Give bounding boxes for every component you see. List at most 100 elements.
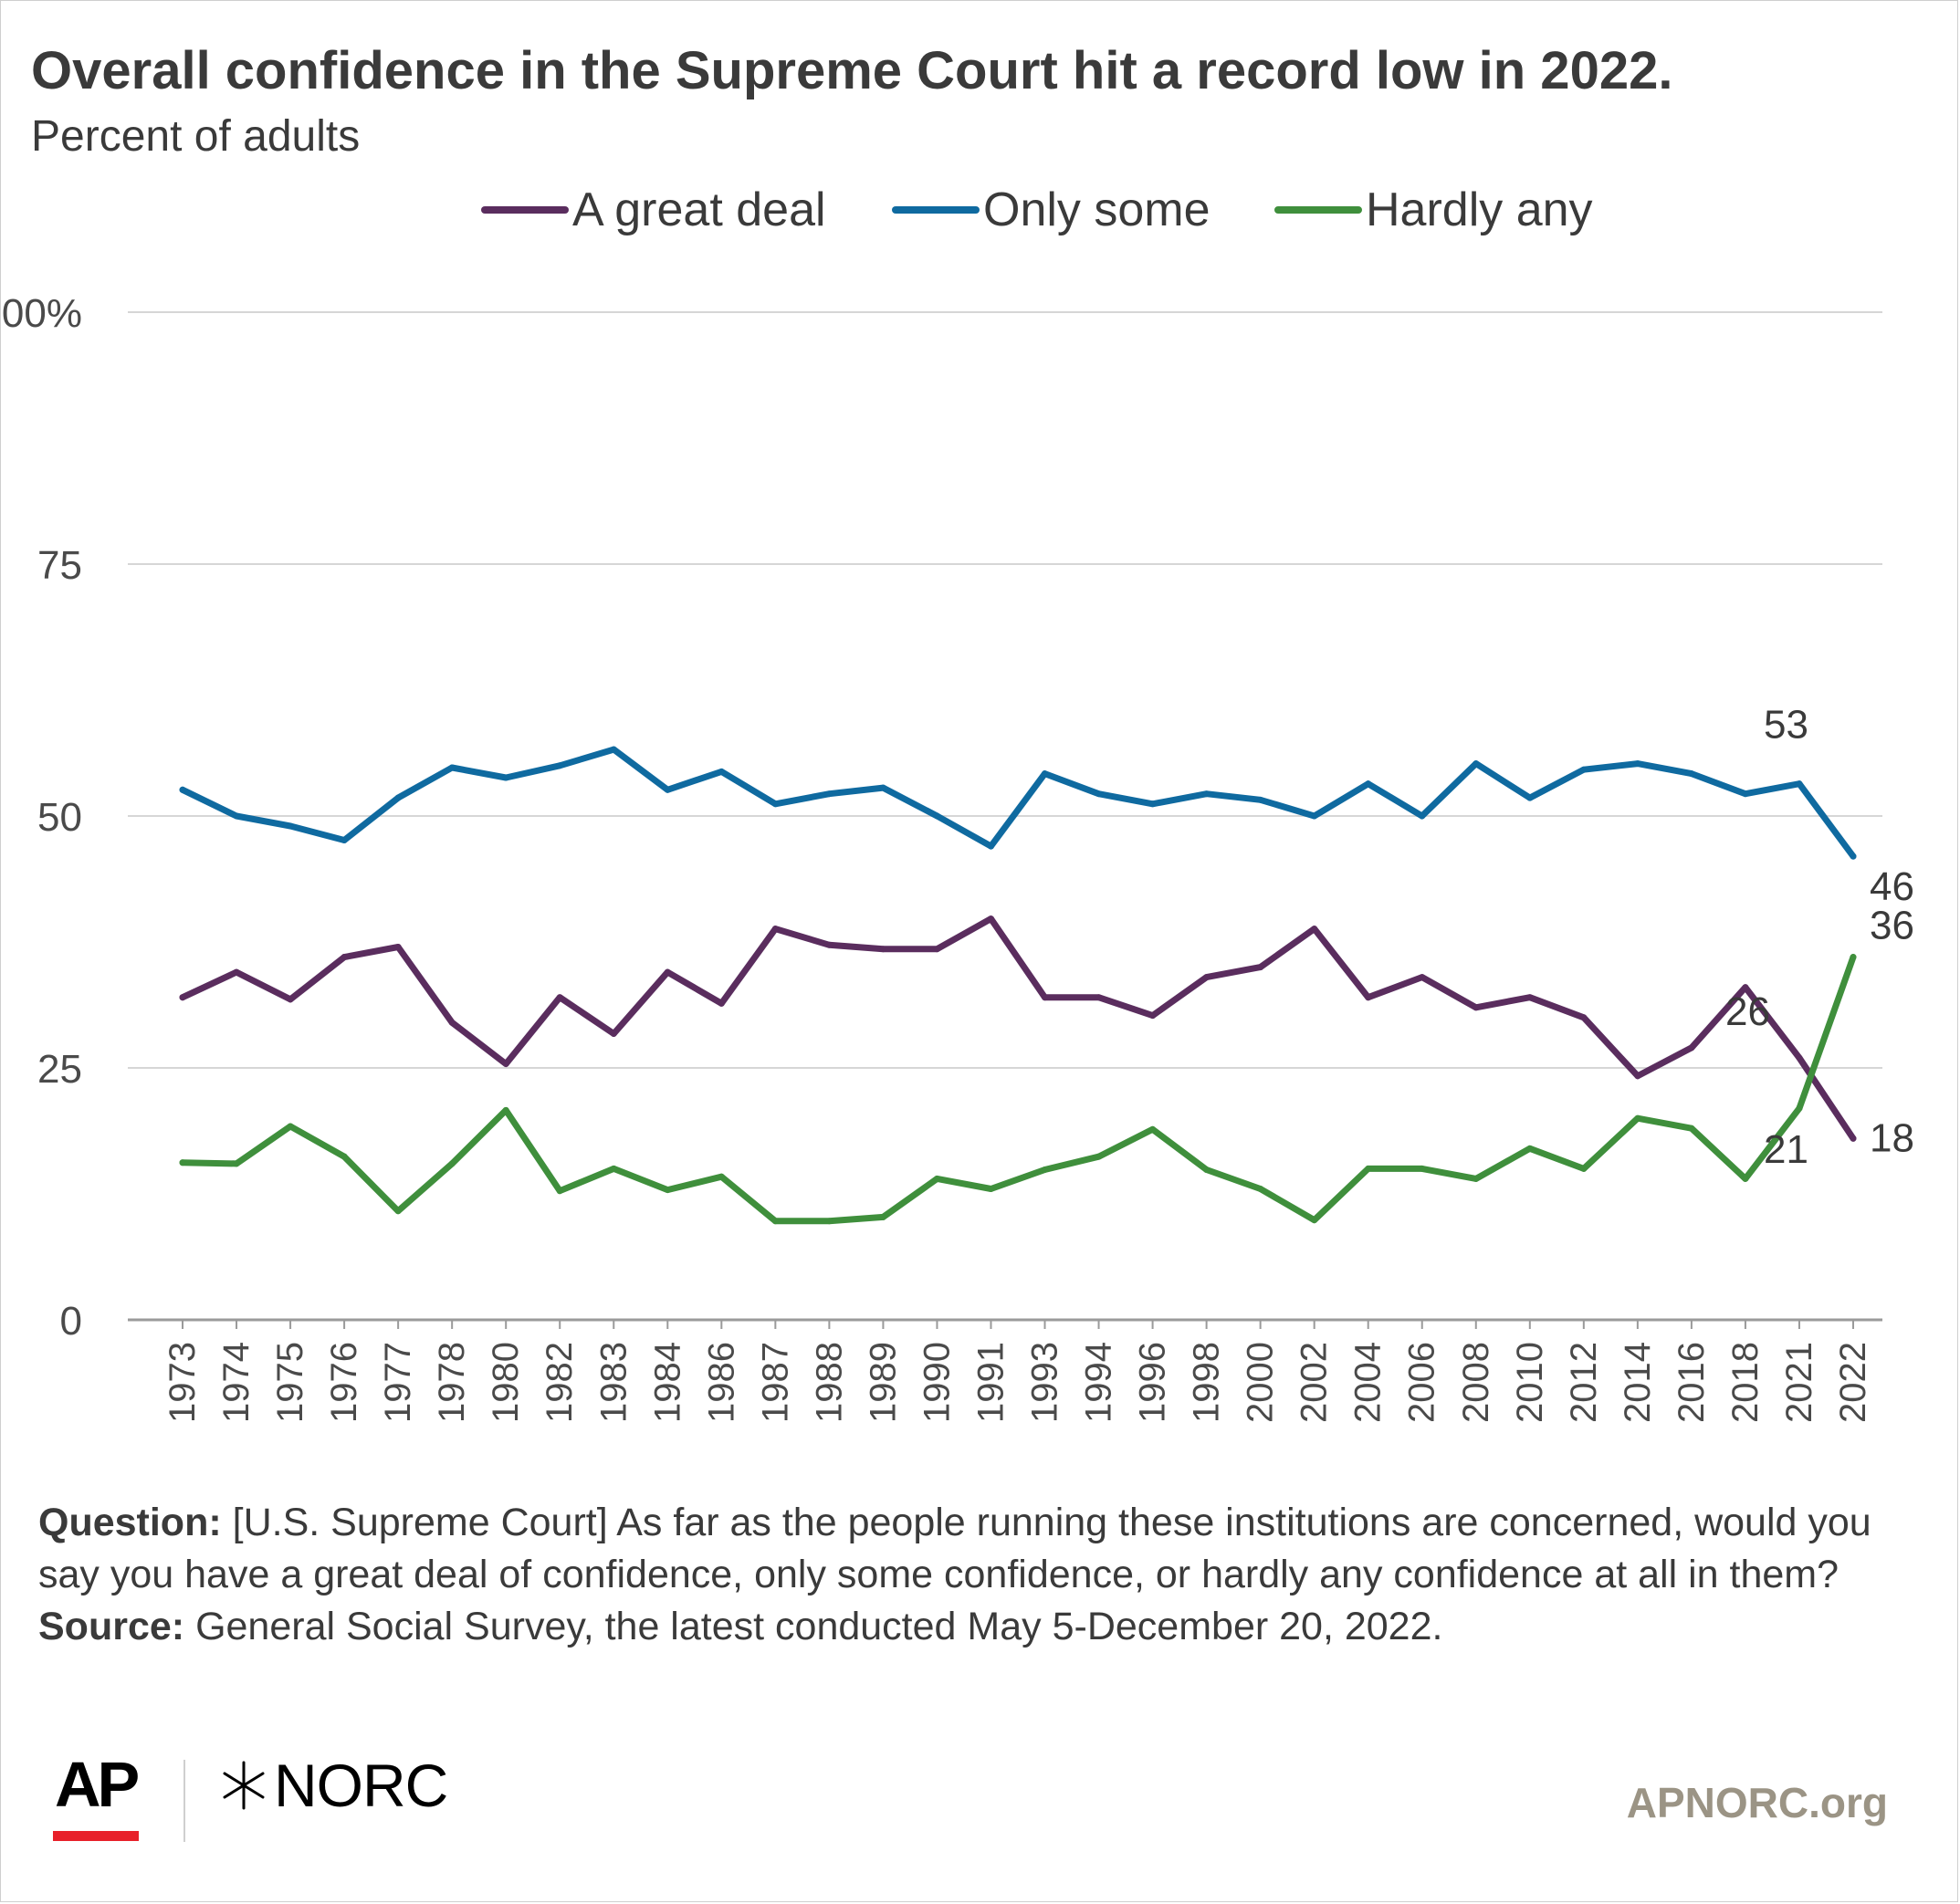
point-hardly-any-1974 (233, 1160, 240, 1167)
x-tick-label-2004: 2004 (1348, 1342, 1389, 1423)
point-a-great-deal-1973 (179, 994, 186, 1001)
point-only-some-1991 (987, 842, 994, 850)
x-tick-label-1993: 1993 (1025, 1342, 1065, 1423)
x-tick-label-1977: 1977 (378, 1342, 418, 1423)
point-hardly-any-1976 (341, 1153, 348, 1160)
point-only-some-1988 (825, 790, 833, 798)
data-label-only-some-2022: 46 (1870, 864, 1914, 909)
question-text: [U.S. Supreme Court] As far as the peopl… (38, 1501, 1871, 1596)
footnote: Question: [U.S. Supreme Court] As far as… (38, 1497, 1919, 1653)
x-tick-label-2002: 2002 (1294, 1342, 1335, 1423)
point-only-some-1978 (448, 764, 456, 771)
x-tick-label-1989: 1989 (863, 1342, 903, 1423)
point-a-great-deal-2010 (1526, 994, 1534, 1001)
source-label: Source: (38, 1605, 185, 1648)
point-a-great-deal-2008 (1473, 1004, 1480, 1011)
x-tick-label-1978: 1978 (432, 1342, 472, 1423)
point-a-great-deal-1987 (771, 926, 779, 933)
point-a-great-deal-2021 (1796, 1054, 1803, 1062)
point-only-some-2012 (1580, 766, 1588, 773)
point-a-great-deal-2022 (1850, 1135, 1857, 1142)
point-hardly-any-2008 (1473, 1175, 1480, 1182)
y-tick-label-75: 75 (37, 543, 82, 588)
point-hardly-any-2006 (1419, 1165, 1426, 1172)
x-tick-label-1998: 1998 (1187, 1342, 1227, 1423)
point-a-great-deal-1988 (825, 941, 833, 948)
site-url[interactable]: APNORC.org (1626, 1779, 1888, 1826)
x-tick-label-2008: 2008 (1456, 1342, 1496, 1423)
point-only-some-2018 (1742, 790, 1749, 798)
series-line-only-some (179, 746, 1857, 860)
point-only-some-1976 (341, 836, 348, 843)
x-tick-label-1987: 1987 (755, 1342, 795, 1423)
point-hardly-any-1975 (287, 1123, 294, 1130)
point-a-great-deal-1980 (502, 1061, 509, 1068)
question-note: Question: [U.S. Supreme Court] As far as… (38, 1497, 1919, 1601)
point-a-great-deal-1983 (610, 1030, 617, 1037)
point-a-great-deal-1998 (1203, 974, 1211, 981)
point-hardly-any-2014 (1634, 1114, 1641, 1122)
point-only-some-2008 (1473, 760, 1480, 768)
data-label-a-great-deal-2022: 18 (1870, 1115, 1914, 1160)
data-label-hardly-any-2022: 36 (1870, 904, 1914, 948)
point-hardly-any-1977 (394, 1208, 402, 1215)
point-only-some-1974 (233, 812, 240, 820)
legend-swatch-a-great-deal (481, 206, 569, 214)
point-only-some-2022 (1850, 853, 1857, 860)
point-hardly-any-1983 (610, 1165, 617, 1172)
point-a-great-deal-1974 (233, 968, 240, 976)
x-tick-label-1976: 1976 (324, 1342, 364, 1423)
point-a-great-deal-1996 (1149, 1012, 1157, 1020)
point-hardly-any-2016 (1688, 1125, 1695, 1132)
x-tick-label-1996: 1996 (1133, 1342, 1173, 1423)
x-tick-label-2016: 2016 (1672, 1342, 1712, 1423)
norc-logo-text: NORC (274, 1752, 448, 1819)
point-only-some-1984 (664, 786, 671, 793)
point-a-great-deal-2002 (1311, 926, 1318, 933)
point-only-some-2014 (1634, 760, 1641, 768)
legend-label-hardly-any: Hardly any (1366, 183, 1593, 236)
point-only-some-1973 (179, 786, 186, 793)
legend-item-a-great-deal: A great deal (481, 183, 826, 237)
x-tick-label-1984: 1984 (647, 1342, 687, 1423)
point-hardly-any-2010 (1526, 1145, 1534, 1152)
point-a-great-deal-2012 (1580, 1014, 1588, 1021)
point-hardly-any-1989 (879, 1213, 886, 1220)
x-tick-label-1990: 1990 (917, 1342, 957, 1423)
point-hardly-any-2018 (1742, 1175, 1749, 1182)
x-tick-label-2000: 2000 (1241, 1342, 1281, 1423)
point-a-great-deal-1976 (341, 954, 348, 961)
line-chart: 0 25 50 75 100% 1973 1974 1975 1976 1977 1978 1980… (0, 291, 1914, 1423)
point-a-great-deal-1994 (1095, 994, 1103, 1001)
x-tick-label-1974: 1974 (216, 1342, 257, 1423)
point-hardly-any-2012 (1580, 1165, 1588, 1172)
point-hardly-any-1987 (771, 1218, 779, 1225)
point-a-great-deal-1975 (287, 996, 294, 1003)
x-tick-label-1986: 1986 (701, 1342, 741, 1423)
point-hardly-any-1991 (987, 1185, 994, 1192)
point-hardly-any-1973 (179, 1159, 186, 1166)
point-only-some-1975 (287, 822, 294, 830)
point-hardly-any-1993 (1042, 1166, 1049, 1174)
point-a-great-deal-2000 (1257, 964, 1264, 971)
point-only-some-1989 (879, 784, 886, 791)
point-a-great-deal-2006 (1419, 974, 1426, 981)
point-only-some-2006 (1419, 812, 1426, 820)
point-only-some-1996 (1149, 800, 1157, 808)
point-only-some-1980 (502, 774, 509, 781)
norc-logo: NORC (219, 1751, 448, 1820)
point-hardly-any-2000 (1257, 1185, 1264, 1192)
data-label-a-great-deal-2021: 26 (1725, 989, 1770, 1034)
data-label-hardly-any-2021: 21 (1764, 1127, 1808, 1172)
point-only-some-2000 (1257, 796, 1264, 803)
x-tick-label-2021: 2021 (1779, 1342, 1819, 1423)
point-hardly-any-1986 (718, 1173, 725, 1180)
point-only-some-1983 (610, 746, 617, 753)
x-tick-label-2006: 2006 (1402, 1342, 1442, 1423)
x-tick-label-1975: 1975 (270, 1342, 310, 1423)
point-only-some-2021 (1796, 780, 1803, 788)
point-only-some-1982 (556, 762, 563, 769)
point-hardly-any-1982 (556, 1187, 563, 1195)
legend-label-only-some: Only some (983, 183, 1211, 236)
legend-swatch-only-some (892, 206, 980, 214)
